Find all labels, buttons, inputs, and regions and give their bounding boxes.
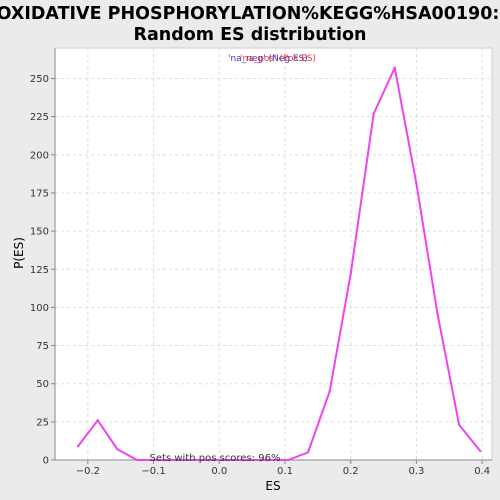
data-point (436, 312, 439, 315)
data-point (76, 445, 80, 448)
data-point (478, 449, 482, 453)
data-point (328, 390, 331, 393)
y-tick-label: 225 (30, 112, 49, 123)
y-axis-label: P(ES) (12, 237, 26, 269)
grid (55, 48, 492, 461)
y-tick-label: 200 (30, 150, 49, 161)
data-point (372, 112, 375, 115)
annotation-pos-scores: Sets with pos scores: 96% (150, 453, 281, 464)
data-point (96, 419, 99, 422)
y-tick-label: 50 (36, 379, 49, 390)
data-point (241, 458, 244, 462)
data-point (135, 458, 139, 462)
x-tick-label: 0.3 (408, 466, 424, 477)
x-tick-label: 0.0 (211, 466, 227, 477)
data-point (218, 458, 221, 462)
series-line (77, 66, 481, 461)
data-point (457, 423, 461, 427)
y-tick-label: 125 (30, 265, 49, 276)
data-point (349, 272, 352, 276)
x-tick-label: −0.2 (76, 466, 100, 477)
chart-title-line-2: Random ES distribution (133, 25, 366, 45)
y-tick-label: 0 (43, 456, 49, 467)
data-point (287, 458, 290, 462)
plot-area (54, 47, 493, 461)
x-tick-label: 0.4 (474, 466, 490, 477)
data-point (306, 451, 310, 454)
data-point (116, 448, 119, 451)
data-point (393, 66, 396, 70)
data-point (415, 182, 418, 186)
y-tick-label: 150 (30, 227, 49, 238)
y-tick-label: 25 (36, 417, 49, 428)
data-point (175, 458, 178, 462)
legend-entry-pos: 'na_pos' (Pos ES) (240, 54, 316, 64)
data-point (264, 458, 267, 462)
x-tick-label: 0.1 (277, 466, 293, 477)
chart-title-line-1: OXIDATIVE PHOSPHORYLATION%KEGG%HSA00190: (0, 4, 499, 24)
x-axis-label: ES (265, 479, 280, 493)
y-tick-label: 250 (30, 74, 49, 85)
y-tick-label: 175 (30, 188, 49, 199)
series-layer (76, 66, 482, 462)
x-tick-label: −0.1 (141, 466, 165, 477)
x-tick-label: 0.2 (343, 466, 359, 477)
y-tick-label: 75 (36, 341, 49, 352)
data-point (155, 458, 159, 462)
data-point (195, 458, 198, 462)
y-tick-label: 100 (30, 303, 49, 314)
legend-entry-neg: 'na_neg' (Neg ES) (228, 54, 308, 64)
